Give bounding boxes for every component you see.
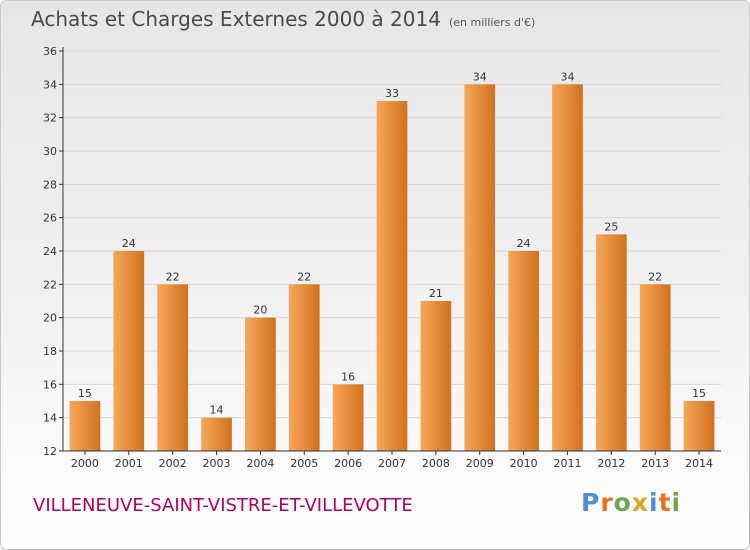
bar <box>245 317 276 451</box>
title-text: Achats et Charges Externes 2000 à 2014 <box>31 7 441 31</box>
bar-value-label: 15 <box>692 387 706 400</box>
bar-value-label: 21 <box>429 287 443 300</box>
logo-letter: i <box>649 488 659 517</box>
y-tick-label: 26 <box>43 212 57 225</box>
bar <box>420 301 452 451</box>
bar-value-label: 24 <box>517 237 531 250</box>
y-tick-label: 32 <box>43 112 57 125</box>
chart-title: Achats et Charges Externes 2000 à 2014 (e… <box>31 7 535 31</box>
bar <box>683 401 715 451</box>
logo-letter: P <box>581 488 601 517</box>
x-tick-label: 2007 <box>378 457 406 470</box>
bar <box>595 234 627 451</box>
x-tick-label: 2003 <box>203 457 231 470</box>
x-tick-label: 2006 <box>334 457 362 470</box>
bar-value-label: 22 <box>166 270 180 283</box>
bar <box>157 284 189 451</box>
y-tick-label: 30 <box>43 145 57 158</box>
y-tick-label: 28 <box>43 178 57 191</box>
x-tick-label: 2011 <box>553 457 581 470</box>
y-tick-label: 36 <box>43 45 57 58</box>
logo-letter: r <box>600 488 614 517</box>
x-tick-label: 2000 <box>71 457 99 470</box>
town-name: VILLENEUVE-SAINT-VISTRE-ET-VILLEVOTTE <box>33 495 413 516</box>
bar-value-label: 25 <box>604 220 618 233</box>
bar-value-label: 33 <box>385 87 399 100</box>
y-tick-label: 24 <box>43 245 57 258</box>
y-tick-label: 18 <box>43 345 57 358</box>
chart-subtitle: (en milliers d'€) <box>448 16 536 29</box>
bar <box>552 84 583 451</box>
y-tick-label: 12 <box>43 445 57 458</box>
y-tick-label: 14 <box>43 412 57 425</box>
bar-value-label: 22 <box>648 270 662 283</box>
logo-letter: x <box>631 488 649 517</box>
bar <box>201 417 232 451</box>
bar <box>508 251 539 451</box>
x-tick-label: 2005 <box>290 457 318 470</box>
logo-letter: t <box>658 488 672 517</box>
bar <box>376 101 408 451</box>
proxiti-logo: Proxiti <box>581 488 681 517</box>
bar <box>288 284 320 451</box>
y-tick-label: 16 <box>43 378 57 391</box>
bar-value-label: 16 <box>341 370 355 383</box>
x-tick-label: 2012 <box>597 457 625 470</box>
bar <box>464 84 496 451</box>
bar-value-label: 15 <box>78 387 92 400</box>
bar <box>69 401 101 451</box>
bar-value-label: 20 <box>253 304 267 317</box>
y-tick-label: 22 <box>43 278 57 291</box>
x-tick-label: 2013 <box>641 457 669 470</box>
x-tick-label: 2009 <box>466 457 494 470</box>
bar-value-label: 22 <box>297 270 311 283</box>
x-tick-label: 2010 <box>510 457 538 470</box>
bar-value-label: 34 <box>473 70 487 83</box>
bar <box>639 284 671 451</box>
bar-value-label: 24 <box>122 237 136 250</box>
x-tick-label: 2002 <box>159 457 187 470</box>
logo-letter: o <box>613 488 632 517</box>
bars: 15 24 22 14 20 22 16 33 21 34 24 34 25 22 15 <box>69 70 715 451</box>
bar-value-label: 34 <box>560 70 574 83</box>
y-tick-label: 20 <box>43 312 57 325</box>
y-tick-label: 34 <box>43 78 57 91</box>
bar <box>332 384 364 451</box>
logo-letter: i <box>671 488 682 517</box>
bar-value-label: 14 <box>210 404 224 417</box>
x-tick-label: 2004 <box>246 457 274 470</box>
x-tick-label: 2001 <box>115 457 143 470</box>
axes: 12 14 16 18 20 22 24 26 28 30 32 34 36 2000 2001 2002 20… <box>43 45 721 470</box>
x-tick-label: 2008 <box>422 457 450 470</box>
bar <box>113 251 145 451</box>
x-tick-label: 2014 <box>685 457 713 470</box>
